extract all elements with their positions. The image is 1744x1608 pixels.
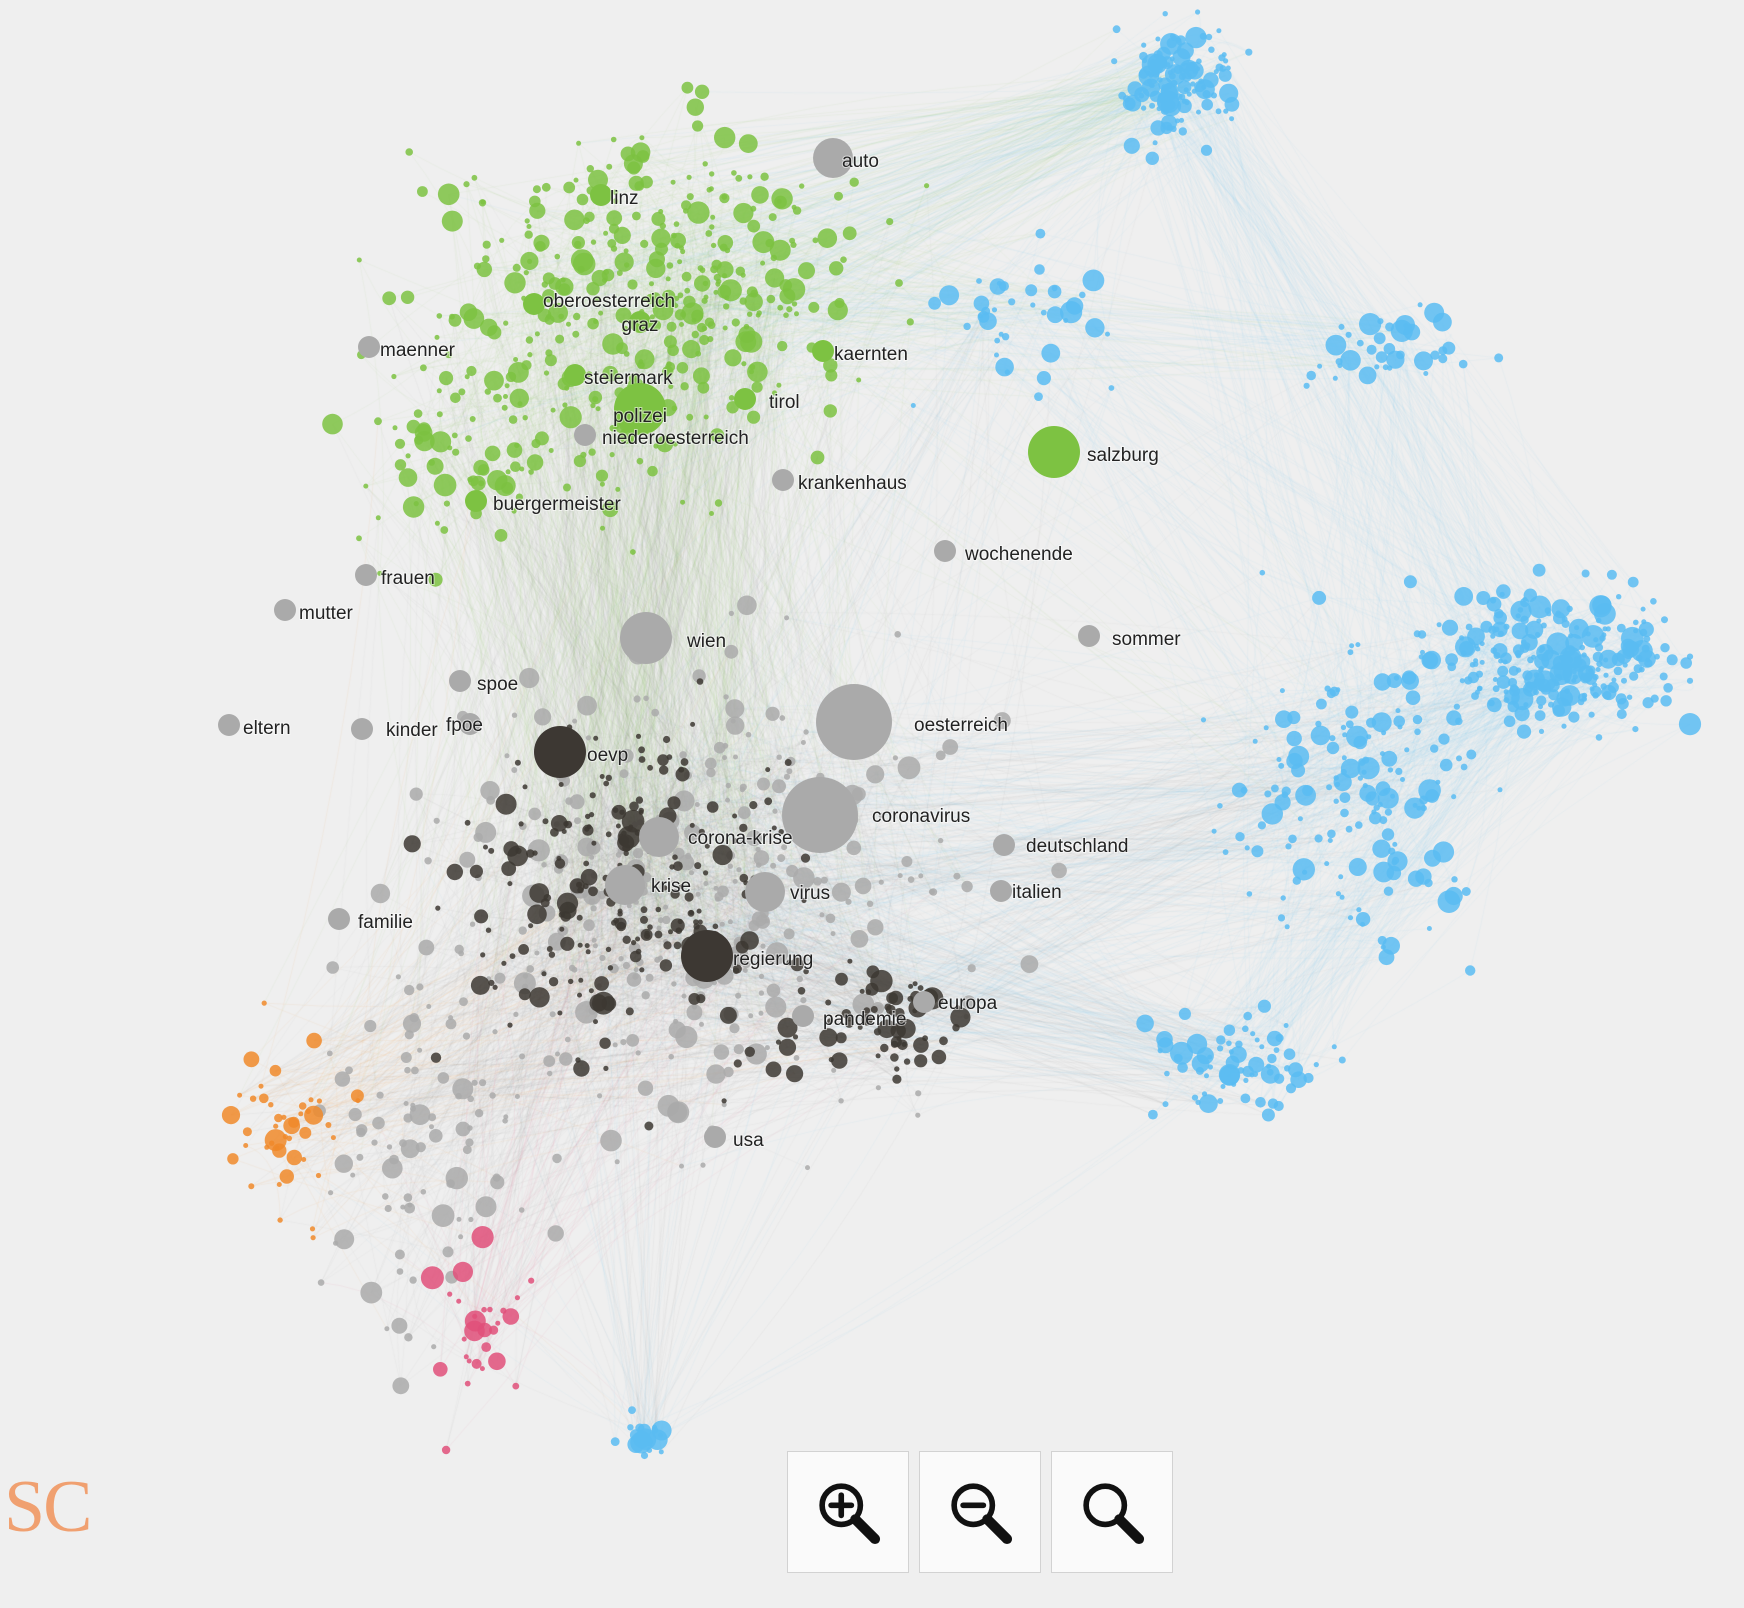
reset-zoom-button[interactable] (1051, 1451, 1173, 1573)
zoom-controls (787, 1451, 1173, 1573)
zoom-in-icon (819, 1483, 881, 1545)
brand-logo: SC (4, 1466, 93, 1548)
zoom-in-button[interactable] (787, 1451, 909, 1573)
zoom-out-button[interactable] (919, 1451, 1041, 1573)
search-icon (1083, 1483, 1145, 1545)
zoom-out-icon (951, 1483, 1013, 1545)
